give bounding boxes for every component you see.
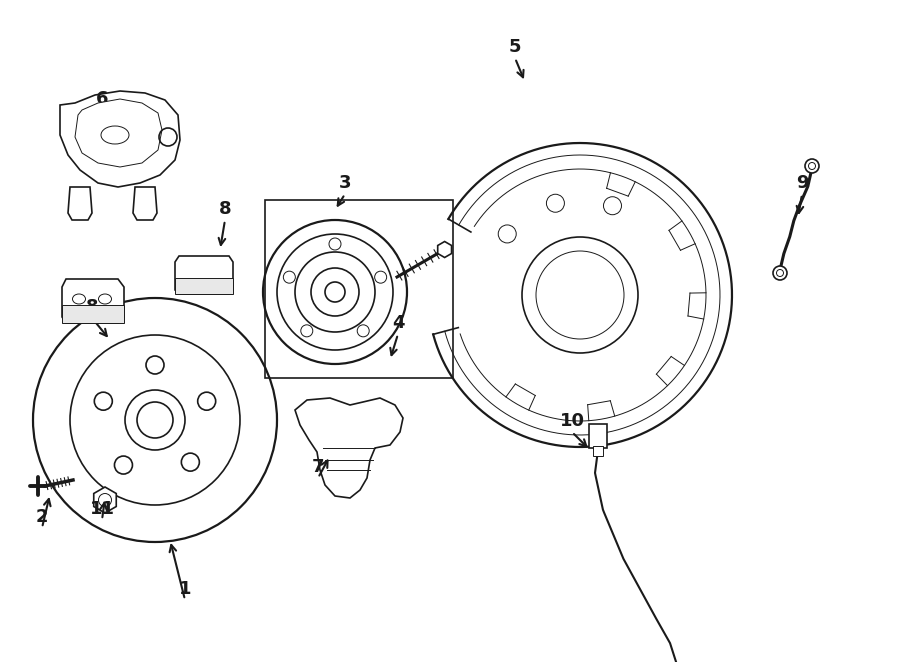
Polygon shape (94, 487, 116, 513)
Bar (175, 278, 233, 294)
Text: 8: 8 (86, 298, 98, 316)
Bar (593, 446, 603, 456)
Bar (265, 200, 453, 378)
Text: 1: 1 (179, 580, 192, 598)
Text: 2: 2 (36, 508, 49, 526)
Text: 4: 4 (392, 314, 404, 332)
Polygon shape (62, 279, 124, 323)
Polygon shape (60, 91, 180, 187)
Circle shape (777, 269, 784, 277)
Text: 10: 10 (560, 412, 584, 430)
Text: 8: 8 (219, 200, 231, 218)
Text: 3: 3 (338, 174, 351, 192)
Circle shape (773, 266, 787, 280)
Bar (62, 305, 124, 323)
Text: 5: 5 (508, 38, 521, 56)
Circle shape (808, 162, 815, 169)
Polygon shape (295, 398, 403, 498)
Polygon shape (68, 187, 92, 220)
Polygon shape (133, 187, 157, 220)
Circle shape (805, 159, 819, 173)
Polygon shape (75, 99, 162, 167)
Text: 11: 11 (89, 500, 114, 518)
Polygon shape (175, 256, 233, 294)
Bar (589, 424, 607, 448)
Text: 9: 9 (796, 174, 808, 192)
Text: 7: 7 (311, 458, 324, 476)
Polygon shape (437, 242, 452, 258)
Text: 6: 6 (95, 90, 108, 108)
